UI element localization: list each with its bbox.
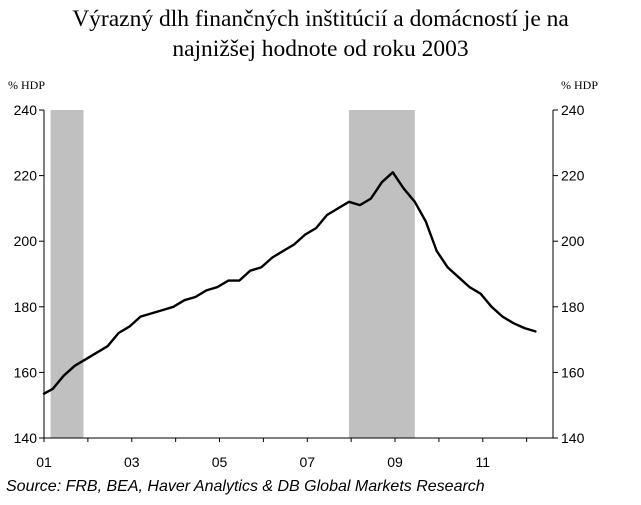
y-tick-label-right-220: 220 — [561, 168, 585, 184]
x-tick-label-01: 01 — [36, 454, 52, 470]
x-tick-label-03: 03 — [124, 454, 140, 470]
y-tick-label-right-160: 160 — [561, 364, 585, 380]
recession-band-2 — [348, 110, 415, 438]
y-axis-unit-left: % HDP — [8, 78, 45, 92]
source-note: Source: FRB, BEA, Haver Analytics & DB G… — [6, 478, 485, 495]
y-tick-label-right-200: 200 — [561, 233, 585, 249]
y-tick-label-right-140: 140 — [561, 430, 585, 446]
x-tick-label-09: 09 — [387, 454, 403, 470]
recession-bands — [50, 110, 415, 438]
y-axis-unit-right: % HDP — [561, 78, 598, 92]
recession-band-1 — [50, 110, 84, 438]
y-tick-label-right-180: 180 — [561, 299, 585, 315]
y-tick-label-left-240: 240 — [14, 102, 38, 118]
chart-title-line2: najnižšej hodnote od roku 2003 — [172, 36, 469, 62]
x-tick-label-07: 07 — [299, 454, 315, 470]
axis-ticks: 140 140 160 160 180 180 200 200 220 220 240 240 01 03… — [14, 102, 585, 470]
y-tick-label-left-200: 200 — [14, 233, 38, 249]
x-tick-label-11: 11 — [476, 454, 491, 470]
y-tick-label-left-160: 160 — [14, 364, 38, 380]
y-tick-label-left-140: 140 — [14, 430, 38, 446]
series-line-1 — [42, 171, 537, 395]
y-tick-label-left-180: 180 — [14, 299, 38, 315]
y-tick-label-left-220: 220 — [14, 168, 38, 184]
chart-title: Výrazný dlh finančných inštitúcií a domá… — [0, 4, 641, 64]
chart-title-line1: Výrazný dlh finančných inštitúcií a domá… — [72, 6, 569, 32]
x-tick-label-05: 05 — [212, 454, 228, 470]
y-tick-label-right-240: 240 — [561, 102, 585, 118]
chart-axes — [43, 110, 554, 439]
data-series — [42, 171, 537, 395]
